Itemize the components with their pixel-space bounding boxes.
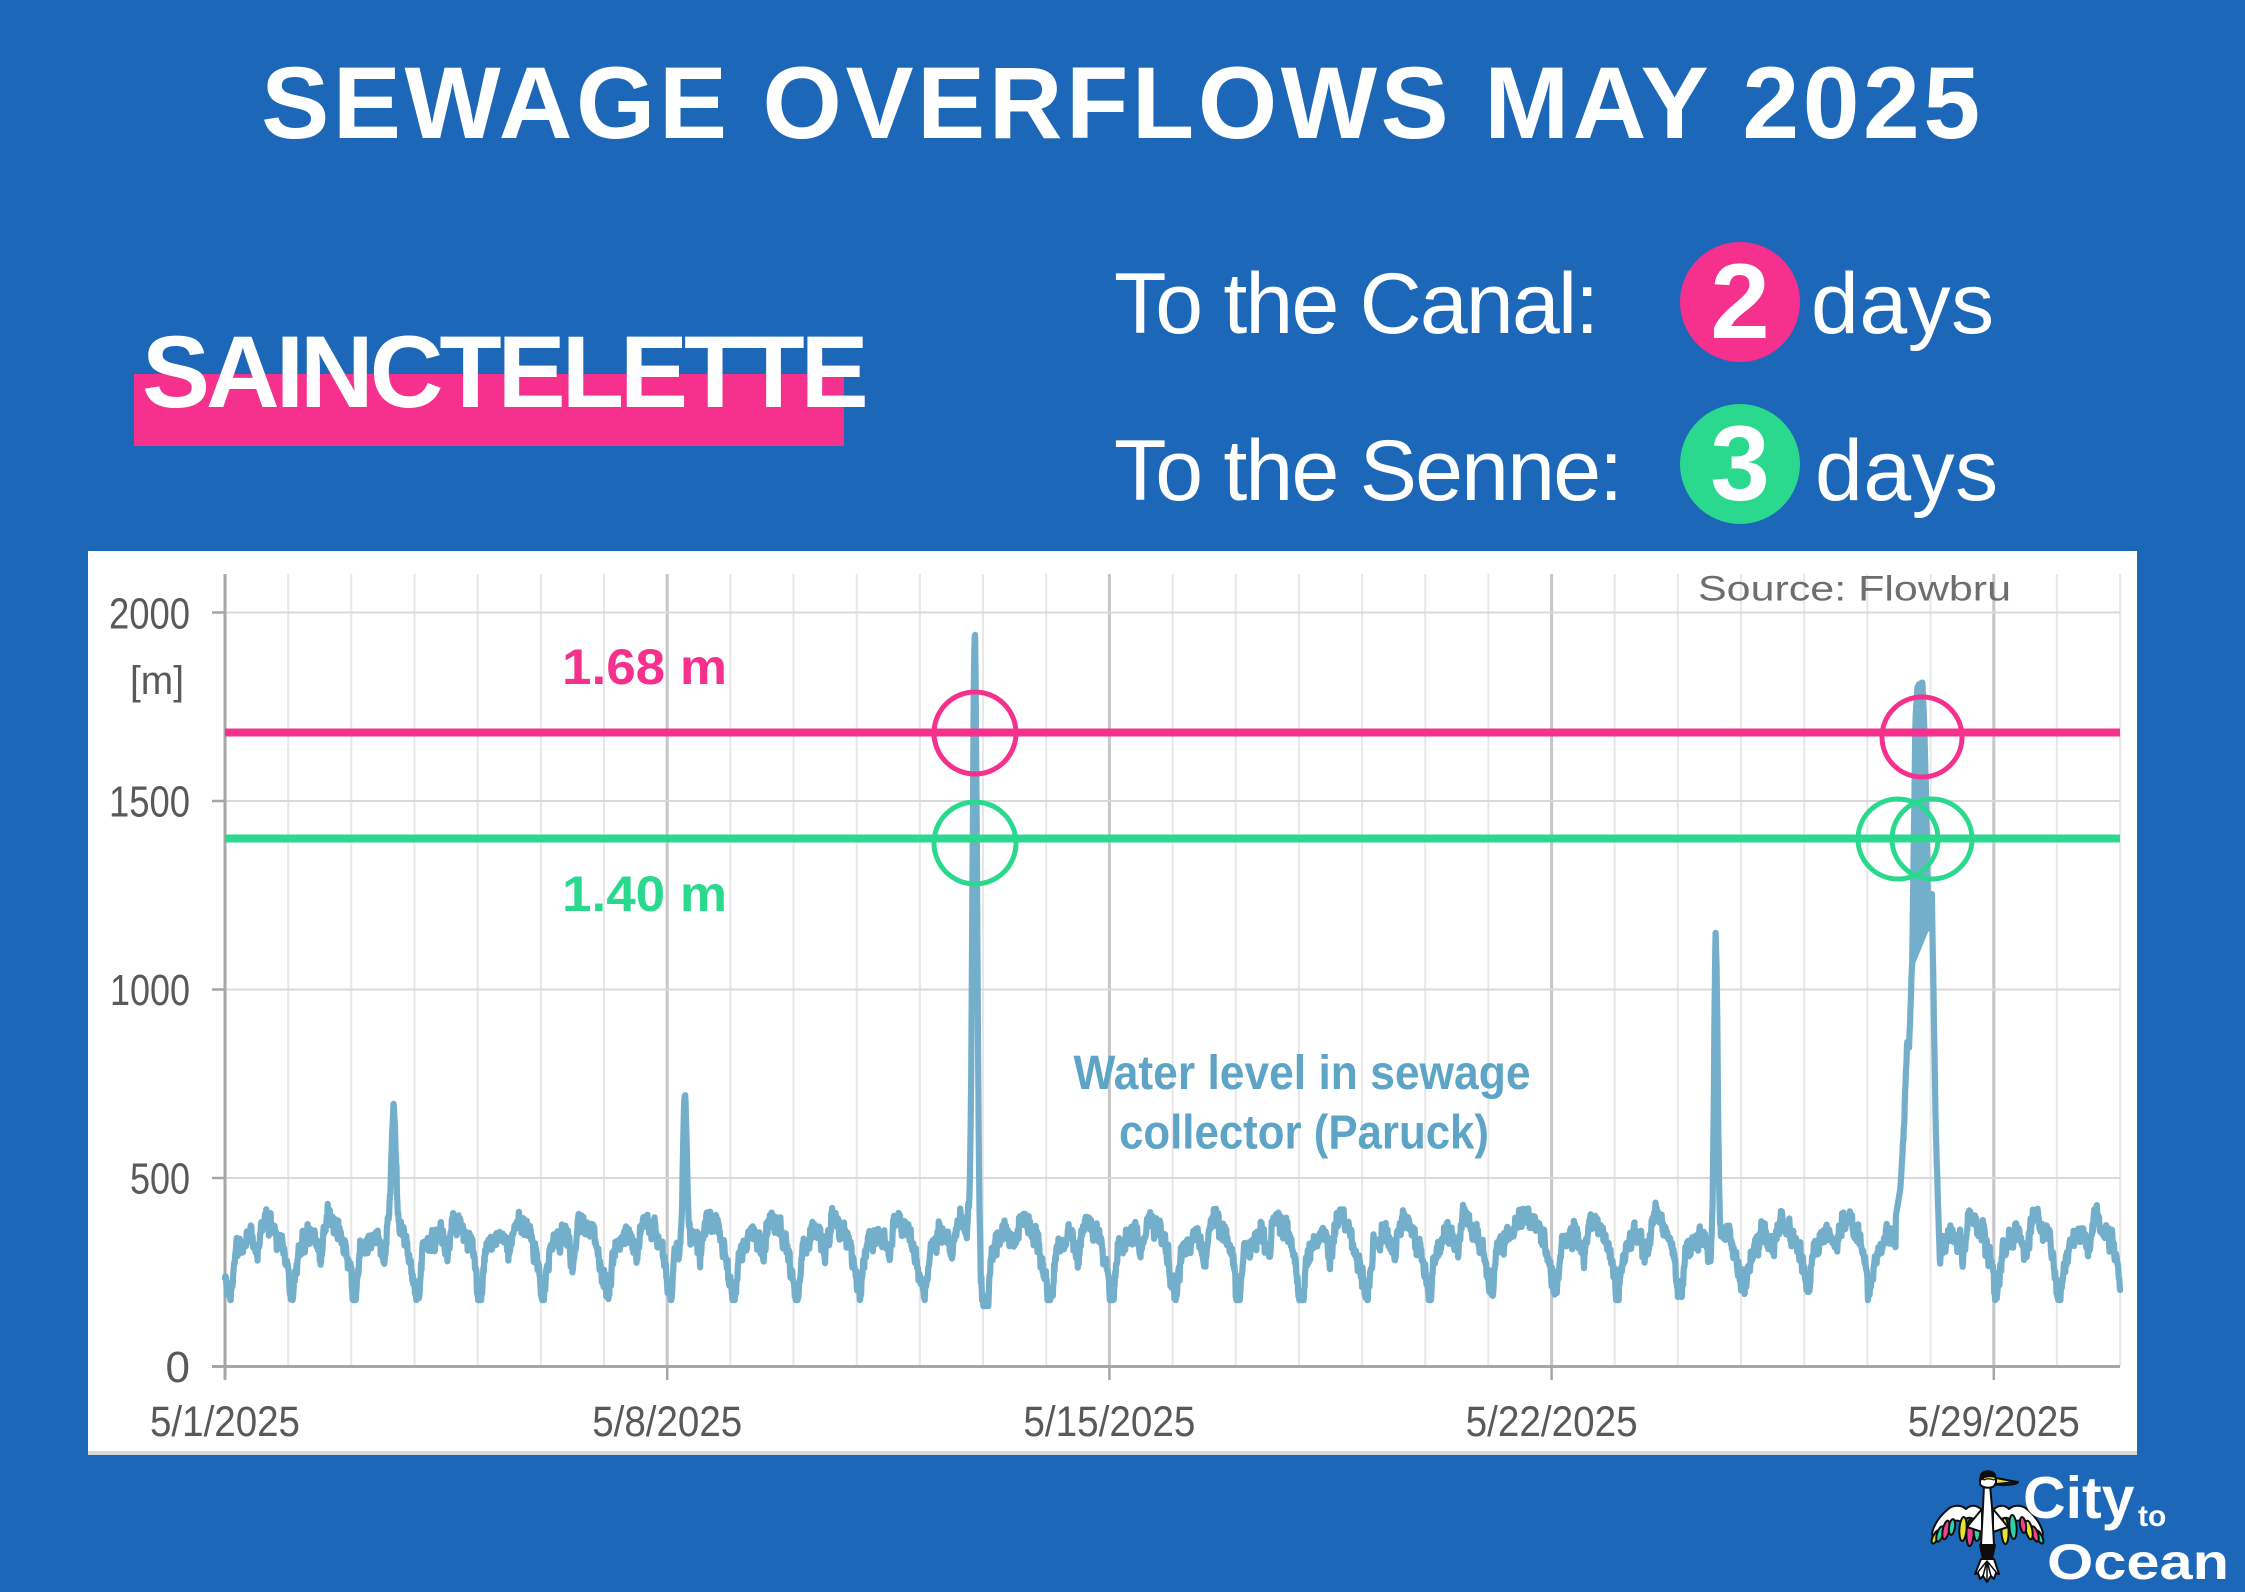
svg-text:5/1/2025: 5/1/2025 xyxy=(150,1398,300,1446)
svg-text:Ocean: Ocean xyxy=(2047,1534,2229,1587)
svg-text:collector (Paruck): collector (Paruck) xyxy=(1119,1107,1489,1160)
svg-text:Source: Flowbru: Source: Flowbru xyxy=(1698,570,2011,609)
svg-text:1500: 1500 xyxy=(109,778,190,827)
svg-text:0: 0 xyxy=(166,1343,190,1392)
svg-text:Water level in sewage: Water level in sewage xyxy=(1074,1047,1531,1100)
svg-text:5/29/2025: 5/29/2025 xyxy=(1908,1398,2080,1446)
svg-text:5/8/2025: 5/8/2025 xyxy=(592,1398,742,1446)
svg-text:[m]: [m] xyxy=(130,659,184,703)
svg-text:5/22/2025: 5/22/2025 xyxy=(1466,1398,1638,1446)
svg-text:500: 500 xyxy=(130,1155,190,1204)
svg-text:1000: 1000 xyxy=(110,966,190,1015)
svg-text:2000: 2000 xyxy=(109,590,190,639)
svg-text:5/15/2025: 5/15/2025 xyxy=(1023,1398,1195,1446)
svg-text:City: City xyxy=(2023,1465,2135,1531)
svg-text:to: to xyxy=(2138,1500,2166,1533)
svg-text:1.68 m: 1.68 m xyxy=(562,639,727,695)
svg-text:1.40 m: 1.40 m xyxy=(562,866,727,922)
